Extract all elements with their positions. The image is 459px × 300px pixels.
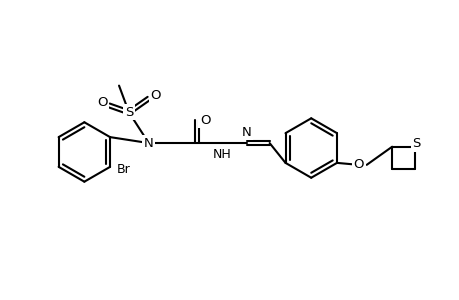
Text: O: O: [97, 96, 107, 109]
Text: O: O: [150, 89, 161, 102]
Text: S: S: [411, 137, 420, 150]
Text: O: O: [200, 114, 210, 127]
Text: N: N: [241, 126, 251, 139]
Text: NH: NH: [212, 148, 231, 161]
Text: Br: Br: [117, 163, 130, 176]
Text: S: S: [124, 106, 133, 119]
Text: N: N: [144, 136, 153, 150]
Text: O: O: [353, 158, 363, 171]
